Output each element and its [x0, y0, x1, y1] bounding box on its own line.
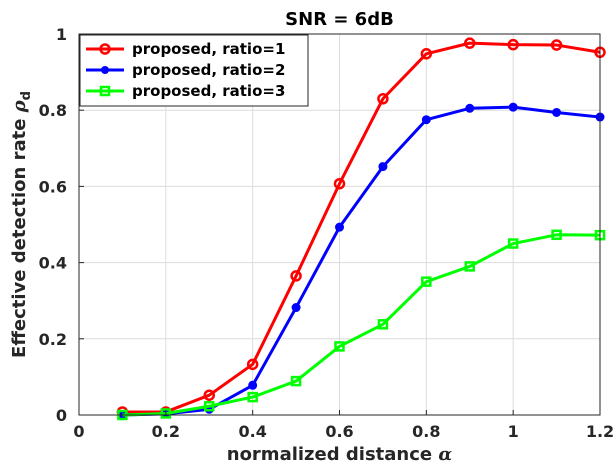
data-point [378, 162, 388, 172]
data-point [204, 400, 215, 412]
x-axis-symbol: α [438, 444, 452, 465]
y-axis-title: Effective detection rate ρd [9, 91, 34, 358]
x-tick-label: 0 [73, 422, 84, 441]
series-line [122, 105, 601, 417]
x-tick-label: 1.2 [586, 422, 614, 441]
legend-label: proposed, ratio=2 [132, 61, 285, 79]
data-point [421, 115, 431, 125]
data-point [464, 37, 476, 49]
x-tick-label: 0.4 [238, 422, 266, 441]
series-3 [117, 229, 606, 421]
data-point [377, 319, 389, 330]
chart-title: SNR = 6dB [285, 9, 394, 30]
x-tick-label: 1 [508, 422, 519, 441]
data-point [333, 177, 346, 190]
ticks: 0 0.2 0.4 0.6 0.8 1 1.2 0 0.2 0.4 0.6 0.8 1 [39, 25, 615, 441]
data-point [464, 261, 475, 272]
x-tick-label: 0.6 [325, 422, 353, 441]
data-point [290, 270, 302, 282]
data-point [465, 103, 475, 113]
legend-item-2: proposed, ratio=2 [86, 61, 285, 79]
data-point [290, 375, 302, 387]
legend-item-3: proposed, ratio=3 [86, 82, 285, 100]
data-point [160, 408, 172, 419]
x-tick-label: 0.2 [152, 422, 180, 441]
data-point [377, 93, 389, 105]
data-point [550, 39, 563, 51]
data-point [248, 380, 258, 390]
legend-item-1: proposed, ratio=1 [86, 40, 285, 58]
y-axis-subscript: d [19, 91, 34, 100]
legend-marker [99, 43, 111, 55]
legend: proposed, ratio=1 proposed, ratio=2 propos… [79, 34, 309, 107]
series-line [122, 41, 601, 414]
legend-marker [101, 66, 109, 74]
x-axis-title: normalized distance α [227, 444, 453, 465]
data-point [420, 48, 433, 60]
y-tick-label: 0.6 [39, 177, 67, 196]
data-point [552, 107, 562, 117]
legend-marker [99, 85, 111, 97]
x-axis-label: normalized distance [227, 444, 432, 465]
y-tick-label: 0.4 [39, 254, 67, 273]
y-axis-label: Effective detection rate [9, 119, 30, 358]
data-point [421, 276, 432, 287]
y-tick-label: 0 [56, 406, 67, 425]
x-tick-label: 0.8 [412, 422, 440, 441]
y-tick-label: 1 [56, 25, 67, 44]
series-line [122, 233, 601, 417]
data-point [291, 303, 301, 313]
data-point [246, 358, 259, 371]
data-point [247, 391, 258, 403]
data-point [507, 238, 519, 249]
data-point [508, 102, 518, 112]
y-tick-label: 0.2 [39, 330, 67, 349]
data-point [507, 38, 519, 51]
y-tick-label: 0.8 [39, 101, 67, 120]
series-layer [116, 37, 606, 421]
data-point [335, 222, 344, 232]
y-axis-symbol: ρ [9, 99, 30, 113]
legend-label: proposed, ratio=1 [132, 40, 285, 58]
data-point [203, 389, 215, 401]
legend-label: proposed, ratio=3 [132, 82, 285, 100]
data-point [334, 341, 345, 352]
data-point [551, 229, 562, 241]
